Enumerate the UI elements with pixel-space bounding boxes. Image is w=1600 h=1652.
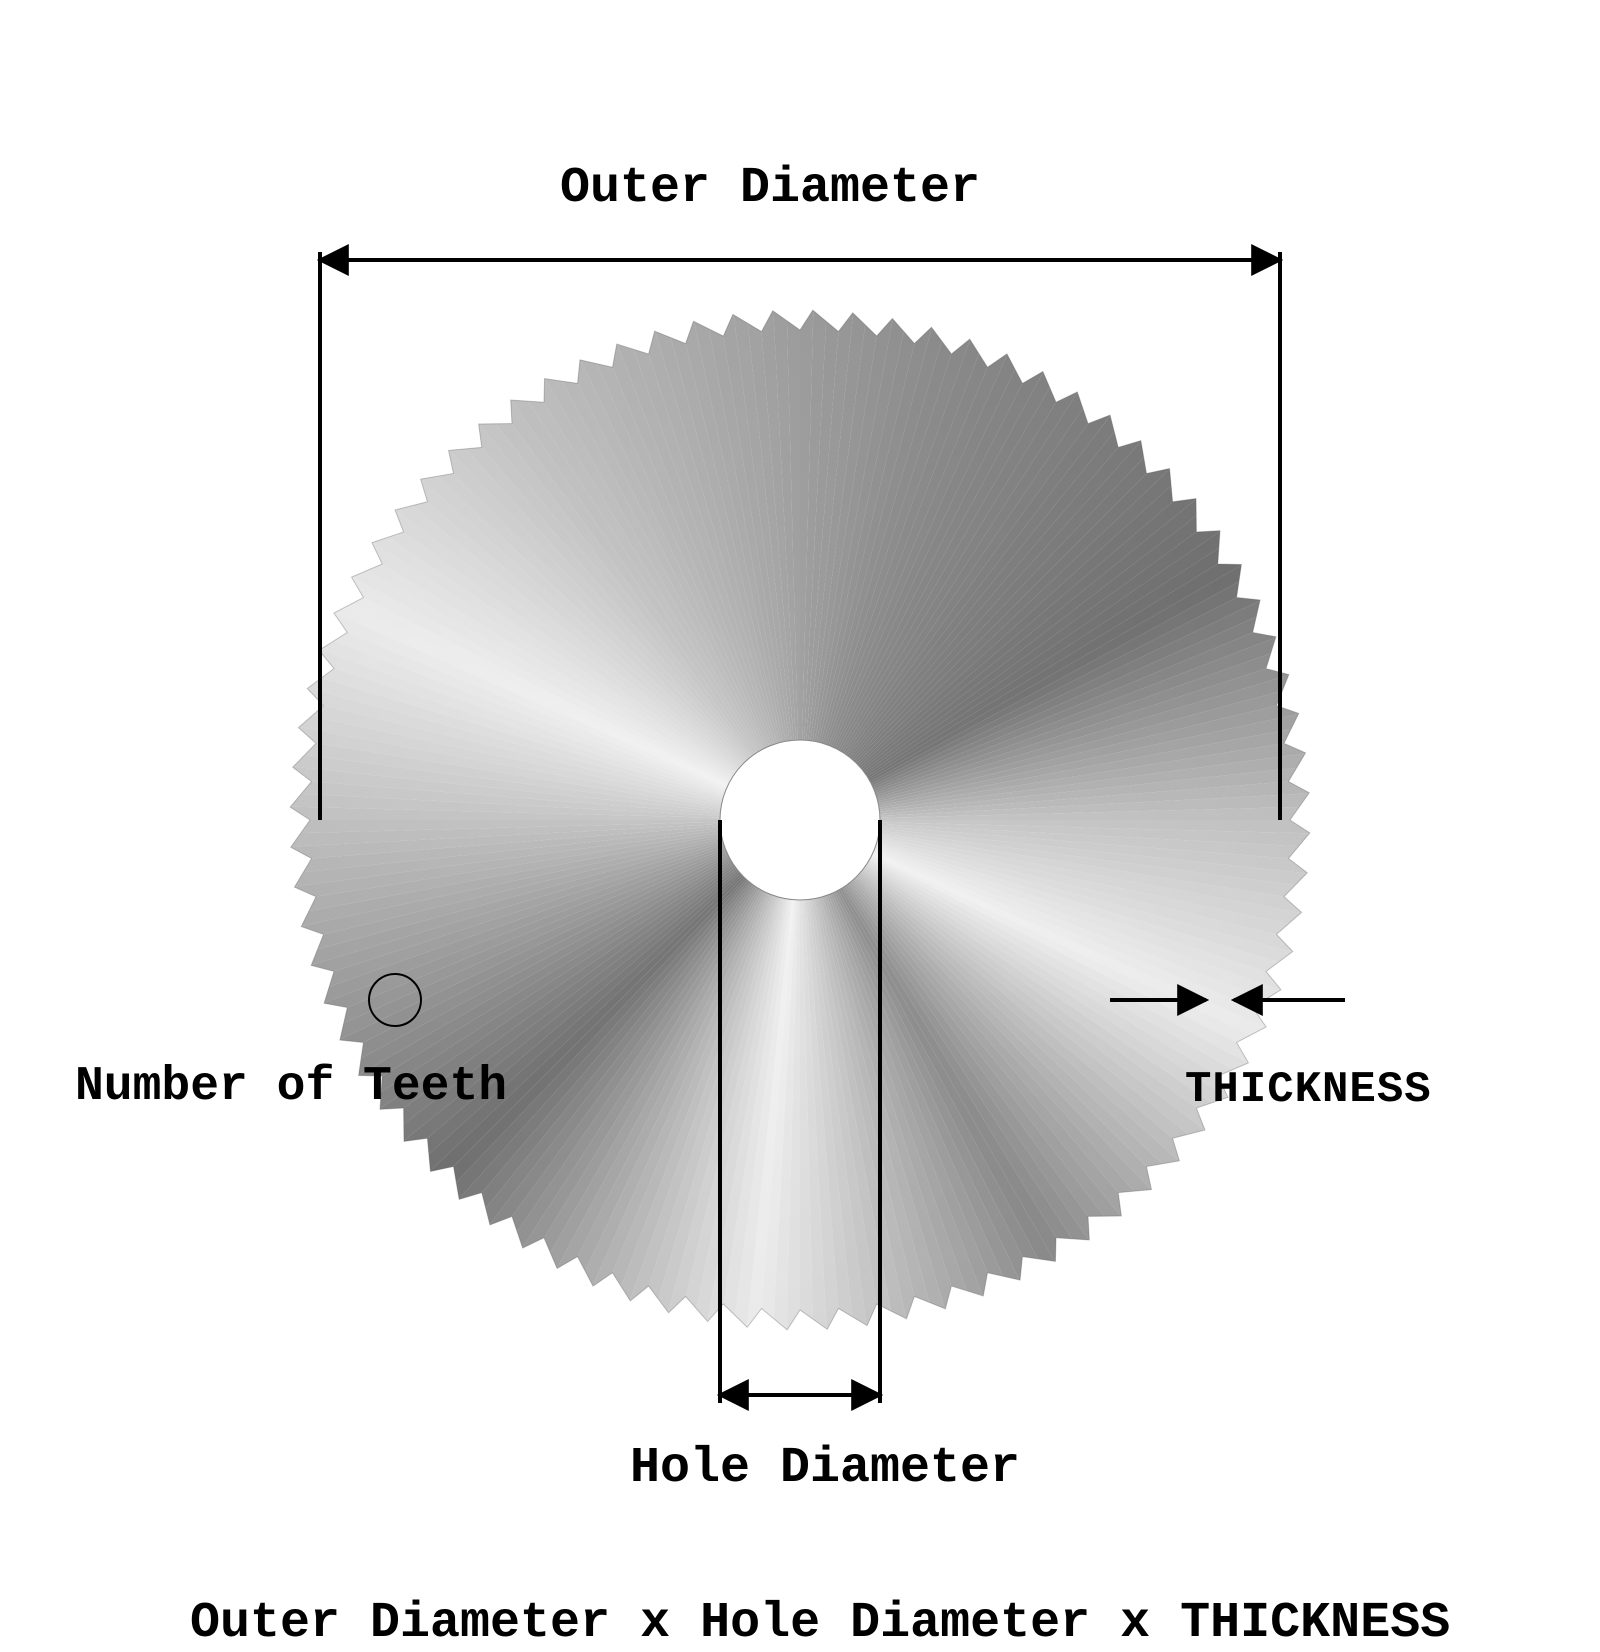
diagram-svg [0, 0, 1600, 1600]
label-number-of-teeth: Number of Teeth [75, 1060, 507, 1114]
saw-blade-diagram: Outer Diameter Number of Teeth THICKNESS… [0, 0, 1600, 1600]
label-outer-diameter: Outer Diameter [560, 160, 980, 217]
label-formula: Outer Diameter x Hole Diameter x THICKNE… [190, 1595, 1450, 1652]
label-hole-diameter: Hole Diameter [630, 1440, 1020, 1497]
label-thickness: THICKNESS [1185, 1065, 1432, 1115]
